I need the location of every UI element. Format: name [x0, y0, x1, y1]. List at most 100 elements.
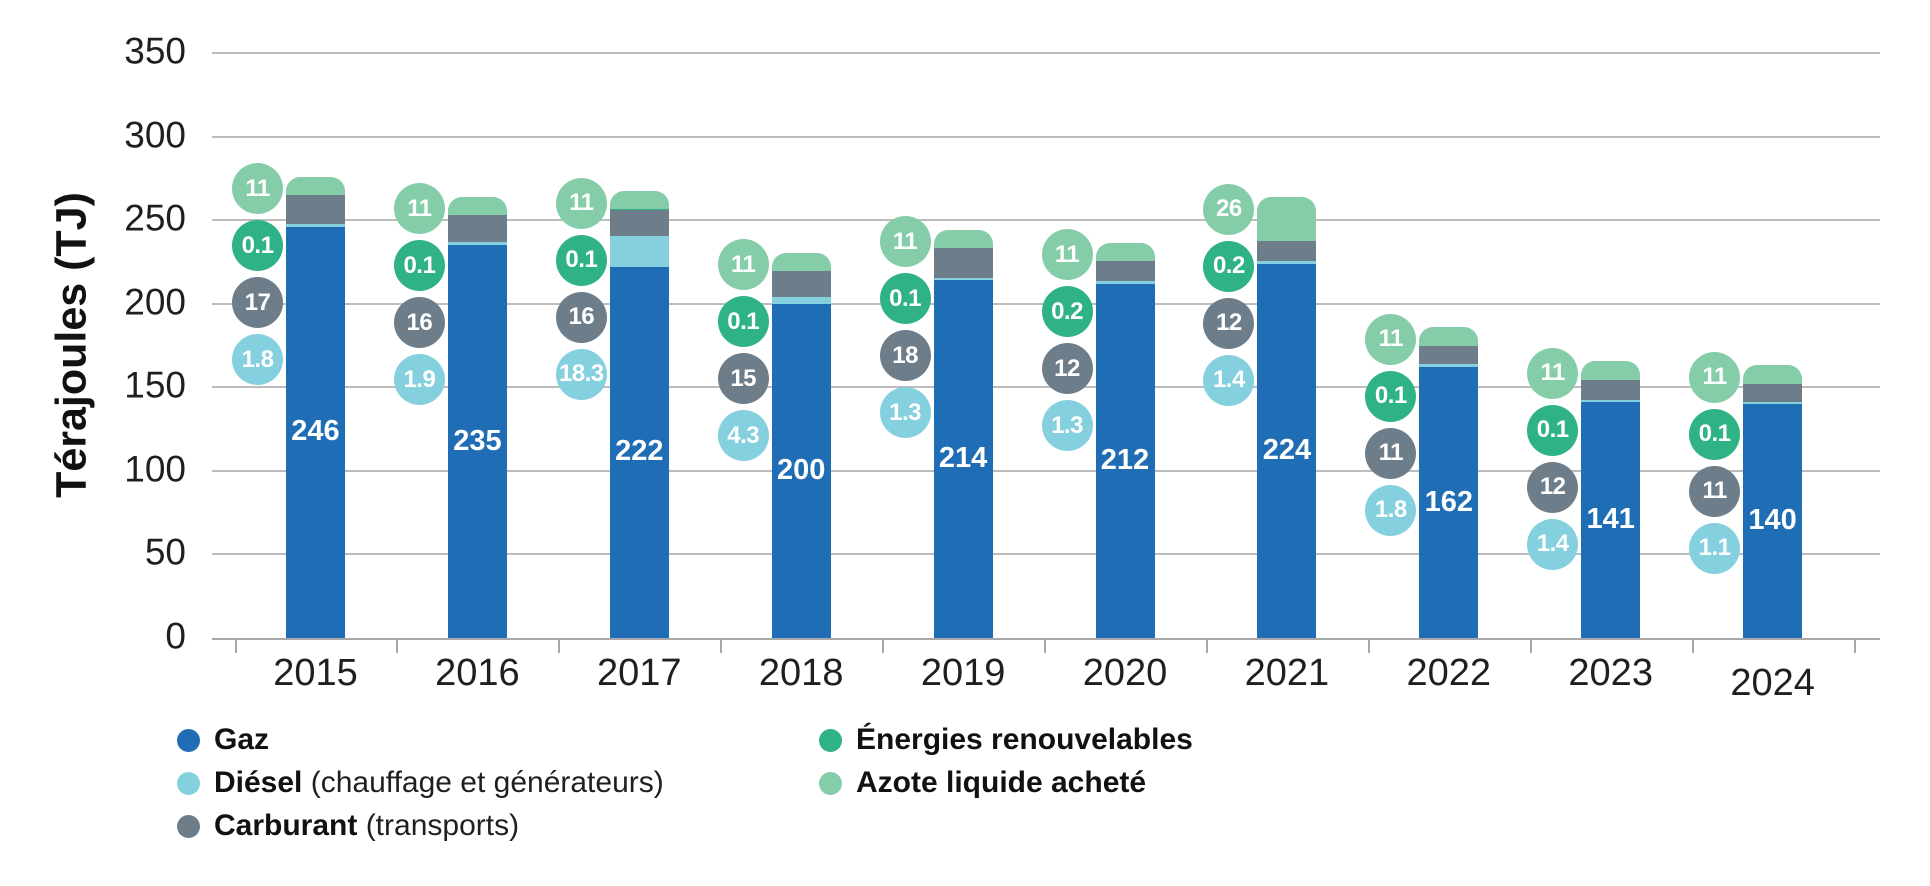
gridline — [212, 219, 1880, 222]
x-axis-tick — [558, 640, 561, 653]
gridline — [212, 52, 1880, 54]
x-axis-label: 2020 — [1082, 652, 1168, 694]
gridline — [212, 135, 1880, 138]
bar-segment-carburant — [1257, 241, 1317, 262]
bar-value-label: 212 — [1100, 443, 1150, 476]
x-axis-tick — [1367, 640, 1370, 653]
x-axis-tick — [1853, 640, 1856, 653]
legend-item: Diésel (chauffage et générateurs) — [177, 766, 664, 800]
bar-value-label: 235 — [453, 424, 502, 457]
bar-segment-azote — [1743, 365, 1803, 384]
bar-segment-gaz — [771, 303, 831, 638]
bar-segment-gaz — [1419, 367, 1479, 638]
value-circle-renouvelables: 0.1 — [393, 240, 445, 292]
legend-item: Carburant (transports) — [177, 809, 519, 843]
value-circle-azote: 11 — [1689, 351, 1741, 403]
bar-segment-azote — [1257, 197, 1317, 241]
value-circle-azote: 11 — [555, 177, 607, 229]
value-circle-diesel: 18.3 — [555, 348, 607, 400]
bar-segment-azote — [1419, 327, 1479, 346]
bar-stack — [1743, 365, 1803, 638]
x-axis-label: 2016 — [435, 652, 520, 694]
value-circle-diesel: 4.3 — [717, 410, 769, 462]
legend-dot-icon — [819, 728, 842, 752]
value-circle-diesel: 1.3 — [879, 387, 931, 438]
bar-value-label: 224 — [1262, 433, 1312, 466]
x-axis-tick — [1529, 640, 1532, 653]
bar-stack — [286, 176, 345, 638]
bar-stack — [771, 252, 831, 638]
value-circle-carburant: 15 — [717, 353, 769, 405]
bar-segment-diesel — [1581, 399, 1641, 403]
value-circle-renouvelables: 0.1 — [232, 220, 283, 272]
gridline — [212, 553, 1880, 556]
bar-segment-carburant — [447, 215, 507, 243]
x-axis-tick — [1205, 640, 1208, 653]
bar-value-label: 162 — [1424, 485, 1473, 518]
value-circle-renouvelables: 0.1 — [717, 296, 769, 348]
bar-segment-gaz — [286, 226, 345, 638]
bar-segment-diesel — [286, 223, 345, 227]
legend-dot-icon — [177, 728, 200, 752]
bar-segment-gaz — [1581, 402, 1641, 638]
value-circle-azote: 11 — [393, 183, 445, 235]
legend-dot-icon — [177, 771, 200, 795]
bar-stack — [1419, 327, 1479, 638]
value-circle-carburant: 12 — [1527, 461, 1579, 513]
bar-segment-azote — [1581, 361, 1641, 380]
value-circle-diesel: 1.4 — [1527, 518, 1579, 570]
legend-item: Énergies renouvelables — [819, 723, 1193, 757]
value-circle-azote: 11 — [232, 163, 283, 215]
legend-item-label: Diésel (chauffage et générateurs) — [214, 766, 664, 799]
value-circle-diesel: 1.8 — [232, 334, 283, 386]
value-circle-renouvelables: 0.1 — [879, 273, 931, 324]
legend-dot-icon — [819, 771, 842, 795]
bar-stack — [609, 191, 669, 638]
bar-segment-gaz — [1743, 403, 1803, 638]
x-axis-tick — [882, 640, 885, 653]
value-circle-azote: 11 — [1365, 313, 1417, 365]
value-circle-carburant: 12 — [1203, 297, 1255, 349]
bar-segment-carburant — [1743, 383, 1803, 403]
bar-segment-carburant — [1095, 261, 1155, 282]
bar-value-label: 214 — [938, 442, 988, 475]
y-tick-label: 50 — [144, 531, 186, 573]
x-axis-tick — [1691, 640, 1694, 653]
bar-stack — [933, 229, 993, 638]
bar-segment-carburant — [933, 248, 993, 279]
x-axis-label: 2018 — [758, 652, 844, 694]
bar-value-label: 141 — [1586, 503, 1635, 536]
bar-segment-diesel — [1743, 402, 1803, 404]
value-circle-diesel: 1.3 — [1041, 400, 1093, 452]
value-circle-renouvelables: 0.2 — [1203, 240, 1255, 292]
bar-segment-diesel — [1257, 261, 1317, 264]
legend-dot-icon — [177, 814, 200, 838]
y-tick-label: 300 — [124, 113, 186, 155]
value-circle-diesel: 1.4 — [1203, 354, 1255, 406]
value-circle-renouvelables: 0.1 — [555, 234, 607, 286]
gridline — [212, 469, 1880, 472]
value-circle-carburant: 11 — [1689, 465, 1741, 517]
bar-segment-gaz — [447, 245, 507, 638]
bar-segment-carburant — [1581, 379, 1641, 400]
bar-value-label: 222 — [615, 435, 664, 468]
value-circle-carburant: 12 — [1041, 343, 1093, 395]
x-axis-tick — [1044, 640, 1047, 653]
x-axis-tick — [234, 640, 237, 653]
bar-segment-diesel — [1419, 364, 1479, 368]
x-axis-line — [212, 638, 1880, 640]
y-tick-label: 100 — [124, 448, 186, 490]
bar-segment-azote — [447, 196, 507, 216]
value-circle-carburant: 11 — [1365, 427, 1417, 479]
x-axis-label: 2017 — [597, 652, 682, 694]
value-circle-azote: 11 — [717, 239, 769, 291]
x-axis-label: 2023 — [1568, 652, 1653, 694]
bar-segment-diesel — [447, 242, 507, 246]
legend-item-label: Gaz — [214, 723, 270, 756]
y-tick-label: 200 — [124, 281, 186, 323]
legend-item-label: Énergies renouvelables — [856, 723, 1193, 756]
y-tick-label: 150 — [124, 364, 186, 406]
x-axis-tick — [720, 640, 723, 653]
x-axis-tick — [396, 640, 399, 653]
